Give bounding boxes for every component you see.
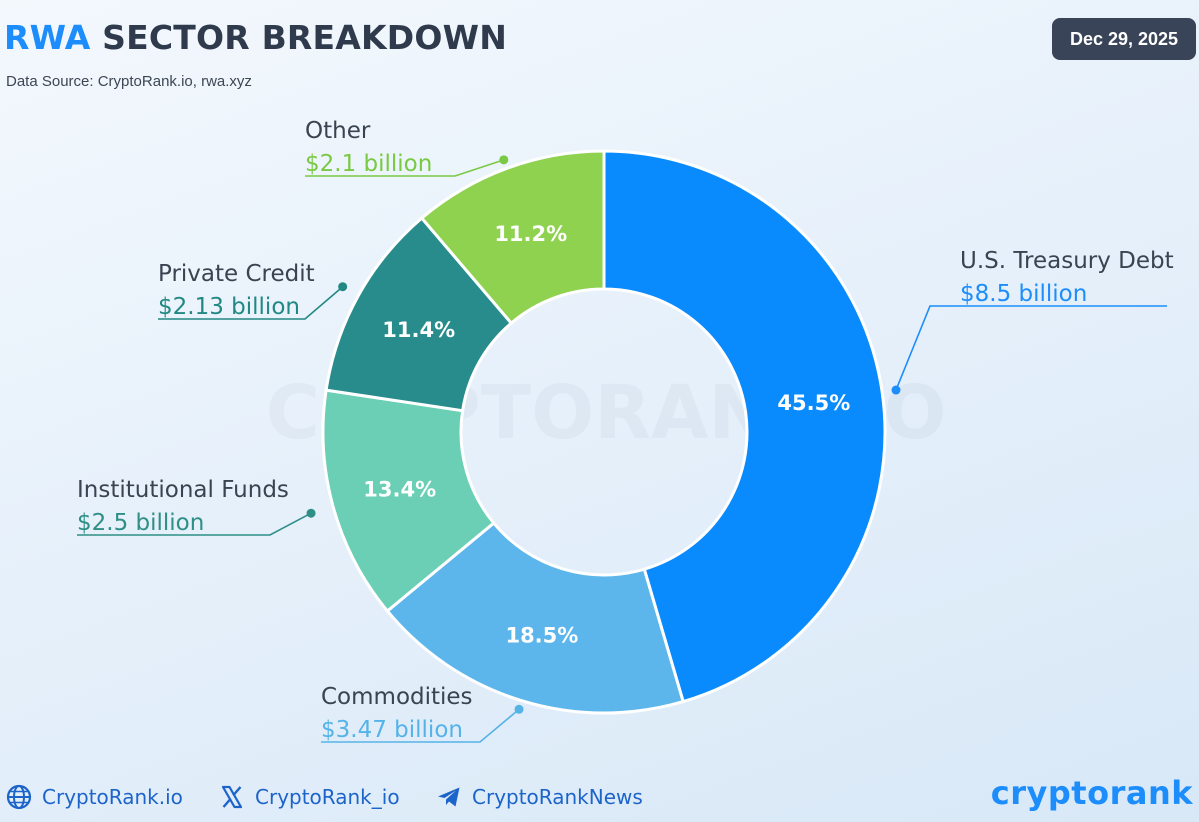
slice-percent-other: 11.2% [494, 222, 567, 246]
slice-percent-commodities: 18.5% [505, 624, 578, 648]
callout-dot-other [499, 155, 509, 165]
label-value-institutional-funds: $2.5 billion [77, 510, 204, 536]
labels-group: U.S. Treasury Debt $8.5 billion Commoditie… [77, 118, 1174, 743]
footer-website-label: CryptoRank.io [42, 785, 183, 809]
footer-website-link[interactable]: CryptoRank.io [6, 782, 183, 812]
slice-other [419, 149, 606, 326]
slice-u-s-treasury-debt [602, 149, 887, 704]
cryptorank-logo: cryptorank [990, 774, 1193, 812]
footer-telegram-label: CryptoRankNews [472, 785, 643, 809]
label-name-private-credit: Private Credit [158, 261, 315, 287]
label-name-u-s-treasury-debt: U.S. Treasury Debt [960, 248, 1174, 274]
label-name-commodities: Commodities [321, 684, 473, 710]
callout-dot-private-credit [338, 282, 348, 292]
page-title: RWA SECTOR BREAKDOWN [4, 18, 507, 57]
label-value-other: $2.1 billion [305, 151, 432, 177]
callout-dot-institutional-funds [306, 508, 316, 518]
footer-x-label: CryptoRank_io [255, 785, 400, 809]
label-name-institutional-funds: Institutional Funds [77, 477, 289, 503]
label-value-u-s-treasury-debt: $8.5 billion [960, 281, 1087, 307]
telegram-icon [436, 784, 462, 810]
title-rest: SECTOR BREAKDOWN [102, 18, 508, 57]
slice-percent-private-credit: 11.4% [382, 318, 455, 342]
x-logo-icon [219, 784, 245, 810]
callout-line-other [305, 159, 505, 177]
title-accent: RWA [4, 18, 91, 57]
callout-line-commodities [321, 708, 520, 743]
label-value-private-credit: $2.13 billion [158, 294, 300, 320]
globe-icon [6, 784, 32, 810]
date-badge: Dec 29, 2025 [1052, 18, 1196, 60]
footer-x-link[interactable]: CryptoRank_io [219, 782, 400, 812]
data-source: Data Source: CryptoRank.io, rwa.xyz [6, 73, 252, 90]
callout-line-private-credit [158, 286, 344, 320]
slice-percent-u-s-treasury-debt: 45.5% [777, 391, 850, 415]
footer-telegram-link[interactable]: CryptoRankNews [436, 782, 643, 812]
callout-dot-commodities [514, 704, 524, 714]
label-name-other: Other [305, 118, 371, 144]
slices-group: 45.5% 18.5% 13.4% 11.4% 11.2% [321, 149, 887, 715]
callout-line-institutional-funds [77, 512, 312, 536]
slice-commodities [385, 520, 686, 715]
callout-dot-u-s-treasury-debt [891, 385, 901, 395]
callout-line-u-s-treasury-debt [895, 305, 1167, 391]
slice-percent-institutional-funds: 13.4% [363, 478, 436, 502]
label-value-commodities: $3.47 billion [321, 717, 463, 743]
